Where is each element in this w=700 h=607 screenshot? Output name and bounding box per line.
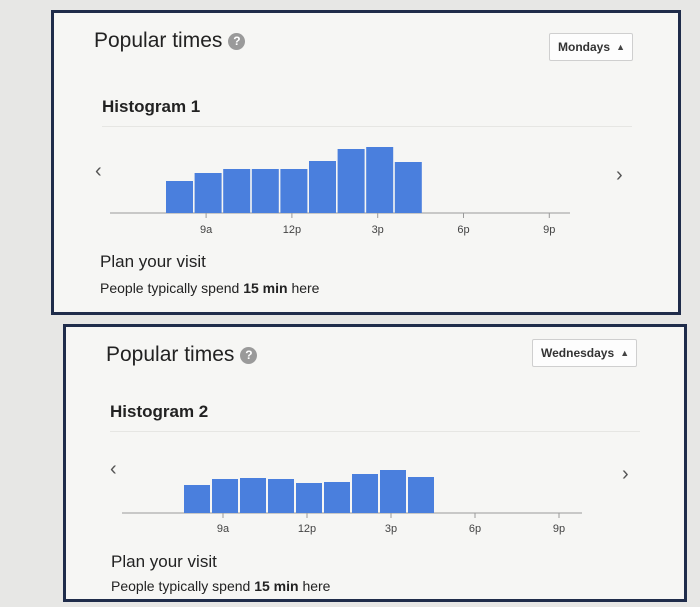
divider	[102, 126, 632, 127]
day-select[interactable]: Wednesdays ▲	[532, 339, 638, 367]
popular-times-title: Popular times?	[94, 29, 246, 53]
x-tick-label: 9a	[200, 224, 213, 236]
day-select-value: Wednesdays	[541, 346, 615, 360]
day-select-value: Mondays	[558, 40, 611, 54]
visit-duration-prefix: People typically spend	[100, 280, 244, 296]
histogram-bar-2p[interactable]	[337, 149, 365, 213]
popular-times-card-1: Popular times? Mondays ▲ Histogram 1 ‹ ›…	[51, 10, 681, 315]
chevron-left-icon[interactable]: ‹	[95, 160, 102, 182]
histogram-bar-9a[interactable]	[212, 479, 238, 513]
question-icon[interactable]: ?	[240, 347, 258, 364]
visit-duration-text: People typically spend 15 min here	[111, 578, 330, 594]
x-tick-label: 6p	[469, 523, 481, 535]
visit-duration-prefix: People typically spend	[111, 578, 255, 594]
divider	[110, 431, 640, 432]
updown-icon: ▲	[616, 42, 626, 52]
x-tick-label: 12p	[283, 224, 301, 236]
x-tick-label: 3p	[385, 523, 397, 535]
histogram-bar-10a[interactable]	[240, 478, 266, 513]
histogram-bar-8a[interactable]	[166, 181, 193, 213]
popular-times-card-2: Popular times? Wednesdays ▲ Histogram 2 …	[63, 324, 687, 602]
popular-times-label: Popular times	[94, 29, 223, 52]
chevron-right-icon[interactable]: ›	[616, 164, 623, 186]
histogram-bar-11a[interactable]	[268, 479, 294, 513]
plan-visit-title: Plan your visit	[111, 552, 217, 571]
day-select[interactable]: Mondays ▲	[549, 33, 634, 61]
histogram-chart: 9a 12p 3p 6p 9p	[122, 470, 582, 535]
plan-visit-title: Plan your visit	[100, 252, 206, 271]
histogram-bar-12p[interactable]	[296, 483, 322, 513]
histogram-bar-1p[interactable]	[324, 482, 350, 513]
popular-times-label: Popular times	[106, 343, 235, 366]
histogram-title: Histogram 2	[110, 402, 209, 421]
histogram-bar-1p[interactable]	[309, 161, 336, 213]
popular-times-title: Popular times?	[106, 343, 258, 367]
visit-duration-suffix: here	[287, 280, 320, 296]
histogram-bar-4p[interactable]	[408, 477, 434, 513]
visit-duration-suffix: here	[298, 578, 331, 594]
chevron-right-icon[interactable]: ›	[622, 463, 629, 485]
histogram-bar-4p[interactable]	[394, 162, 422, 213]
histogram-bar-9a[interactable]	[194, 173, 222, 213]
histogram-bar-3p[interactable]	[366, 147, 394, 213]
visit-duration-value: 15 min	[243, 280, 288, 296]
histogram-bar-12p[interactable]	[280, 169, 308, 213]
x-tick-label: 3p	[372, 224, 384, 236]
x-tick-label: 9a	[217, 523, 230, 535]
chevron-left-icon[interactable]: ‹	[110, 458, 117, 480]
visit-duration-text: People typically spend 15 min here	[100, 280, 319, 296]
histogram-bar-3p[interactable]	[380, 470, 406, 513]
histogram-bar-10a[interactable]	[223, 169, 251, 213]
question-icon[interactable]: ?	[228, 33, 246, 50]
visit-duration-value: 15 min	[254, 578, 299, 594]
histogram-bar-11a[interactable]	[251, 169, 279, 213]
x-tick-label: 12p	[298, 523, 316, 535]
x-tick-label: 6p	[457, 224, 469, 236]
histogram-chart: 9a 12p 3p 6p 9p	[110, 147, 570, 236]
updown-icon: ▲	[620, 348, 630, 358]
histogram-bar-8a[interactable]	[184, 485, 210, 513]
histogram-bar-2p[interactable]	[352, 474, 378, 513]
x-tick-label: 9p	[553, 523, 565, 535]
histogram-title: Histogram 1	[102, 97, 201, 116]
x-tick-label: 9p	[543, 224, 555, 236]
